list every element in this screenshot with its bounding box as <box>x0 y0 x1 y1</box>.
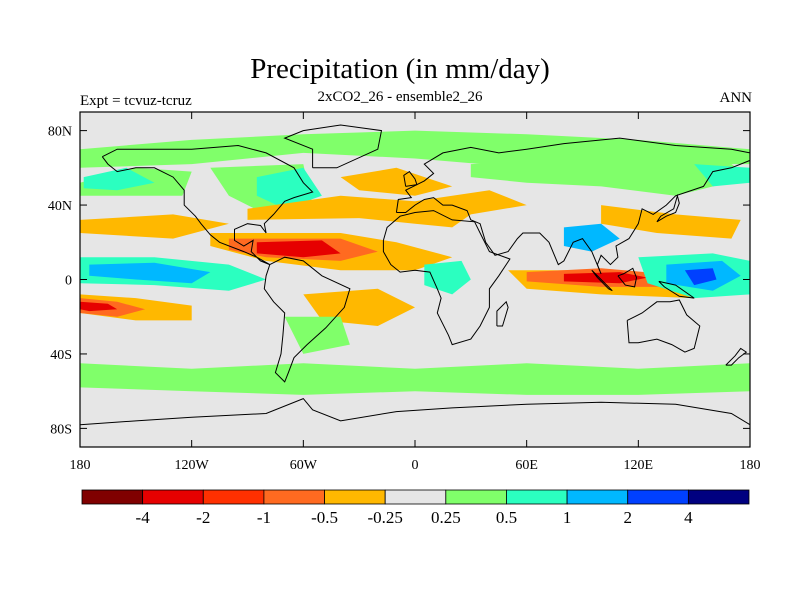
coastline-great-britain <box>403 170 418 187</box>
contour-region-north-pacific-core <box>83 167 155 191</box>
coastline-madagascar <box>496 300 509 327</box>
coastline-antarctica <box>80 398 750 426</box>
season-label: ANN <box>719 90 753 106</box>
contour-region-indian-monsoon-wet <box>563 223 620 252</box>
plot-title: Precipitation (in mm/day) <box>250 53 550 85</box>
contour-region-arctic-moistening <box>80 130 750 168</box>
colorbar-label: -4 <box>136 508 151 527</box>
contour-region-south-pacific-dry-center <box>80 301 118 312</box>
colorbar-swatch <box>627 489 689 505</box>
colorbar-swatch <box>506 489 568 505</box>
colorbar-swatch <box>81 489 144 505</box>
contour-region-eurasia-core <box>694 164 750 187</box>
coastline-new-zealand <box>725 347 748 366</box>
coastline-greenland <box>283 124 383 169</box>
coastline-new-guinea <box>658 280 695 299</box>
colorbar-label: 2 <box>623 508 632 527</box>
y-tick-label: 0 <box>65 274 72 289</box>
y-axis-ticks: 80N 40N 0 40S 80S <box>48 125 750 437</box>
colorbar-swatch <box>324 489 386 505</box>
y-tick-label: 40N <box>48 199 72 214</box>
contour-region-southern-ocean-wet <box>80 363 750 395</box>
colorbar: -4 -2 -1 -0.5 -0.25 0.25 0.5 1 2 4 <box>81 489 750 527</box>
contour-region-north-atlantic-wet <box>256 167 322 209</box>
coastlines <box>80 124 750 426</box>
colorbar-label: 0.5 <box>496 508 517 527</box>
coastline-north-america <box>101 144 314 266</box>
x-tick-label: 120W <box>175 458 210 473</box>
x-tick-label: 0 <box>412 458 419 473</box>
precipitation-contours <box>80 130 750 395</box>
x-tick-label: 60W <box>290 458 318 473</box>
colorbar-swatch <box>263 489 325 505</box>
colorbar-label: 0.25 <box>431 508 461 527</box>
x-axis-ticks: 180 120W 60W 0 60E 120E 180 <box>70 112 761 473</box>
coastline-africa <box>382 210 511 346</box>
y-tick-label: 80S <box>50 422 72 437</box>
colorbar-label: -1 <box>257 508 271 527</box>
coastline-south-america <box>263 256 351 383</box>
contour-region-west-pacific-center <box>684 268 717 286</box>
coastline-australia <box>626 299 701 353</box>
coastline-indonesia-borneo <box>617 267 638 288</box>
colorbar-swatch <box>566 489 629 505</box>
contour-region-indian-ocean-center <box>563 272 648 284</box>
coastline-eurasia <box>395 137 750 275</box>
colorbar-label: -0.5 <box>311 508 338 527</box>
contour-region-tropical-atlantic-center <box>256 240 341 258</box>
x-tick-label: 60E <box>515 458 538 473</box>
contour-region-mediterranean-dry <box>340 167 453 196</box>
contour-region-north-atlantic-dry <box>247 190 527 228</box>
x-tick-label: 180 <box>70 458 91 473</box>
colorbar-swatch <box>384 489 447 505</box>
x-tick-label: 180 <box>740 458 761 473</box>
colorbar-swatch <box>202 489 265 505</box>
contour-region-eurasia-wet <box>470 158 750 196</box>
colorbar-label: -2 <box>196 508 210 527</box>
colorbar-swatch <box>445 489 507 505</box>
contour-region-equatorial-pacific-core <box>89 262 211 284</box>
colorbar-swatch <box>687 489 750 505</box>
contour-region-subtropical-north-pacific-dry <box>80 214 229 239</box>
contour-region-east-asia-dry <box>601 205 741 239</box>
x-tick-label: 120E <box>624 458 654 473</box>
colorbar-label: -0.25 <box>367 508 402 527</box>
y-tick-label: 40S <box>50 348 72 363</box>
colorbar-swatch <box>142 489 204 505</box>
plot-subtitle: 2xCO2_26 - ensemble2_26 <box>317 89 483 105</box>
colorbar-label: 1 <box>563 508 572 527</box>
coastline-japan <box>656 193 680 223</box>
coastline-sumatra <box>591 269 613 292</box>
y-tick-label: 80N <box>48 125 72 140</box>
experiment-label: Expt = tcvuz-tcruz <box>80 93 192 109</box>
colorbar-label: 4 <box>684 508 693 527</box>
